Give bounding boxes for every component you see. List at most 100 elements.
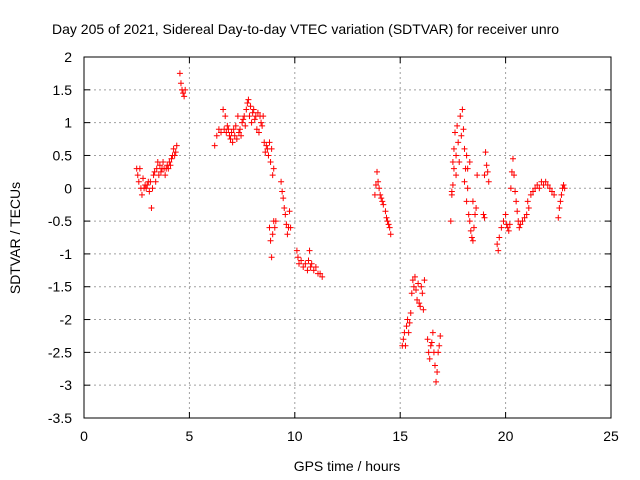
data-point	[162, 172, 169, 179]
y-axis-label: SDTVAR / TECUs	[7, 182, 23, 294]
data-point	[544, 181, 551, 188]
data-point	[238, 132, 245, 139]
data-point	[173, 142, 180, 149]
data-point	[265, 152, 272, 159]
data-point	[495, 247, 502, 254]
data-point	[468, 234, 475, 241]
data-point	[230, 126, 237, 133]
data-point	[403, 323, 410, 330]
data-point	[151, 168, 158, 175]
data-point	[243, 106, 250, 113]
data-point	[218, 129, 225, 136]
data-point	[420, 306, 427, 313]
data-point	[449, 181, 456, 188]
data-point	[474, 172, 481, 179]
data-point	[512, 188, 519, 195]
data-point	[240, 116, 247, 123]
data-point	[138, 191, 145, 198]
data-point	[450, 165, 457, 172]
y-tick-label: 1	[64, 115, 72, 131]
data-point	[379, 198, 386, 205]
plot-frame	[83, 56, 612, 419]
data-point	[272, 218, 279, 225]
data-point	[466, 159, 473, 166]
data-point	[176, 70, 183, 77]
data-point	[136, 165, 143, 172]
data-point	[404, 316, 411, 323]
data-point	[282, 211, 289, 218]
data-point	[485, 178, 492, 185]
data-point	[425, 349, 432, 356]
data-point	[253, 126, 260, 133]
data-point	[172, 149, 179, 156]
data-point	[464, 185, 471, 192]
data-point	[507, 185, 514, 192]
data-point	[517, 221, 524, 228]
data-point	[293, 247, 300, 254]
data-point	[211, 142, 218, 149]
data-point	[421, 277, 428, 284]
data-point	[383, 214, 390, 221]
data-point	[406, 319, 413, 326]
data-point	[561, 185, 568, 192]
x-axis-label: GPS time / hours	[294, 458, 401, 474]
data-point	[167, 162, 174, 169]
data-point	[283, 221, 290, 228]
data-point	[269, 172, 276, 179]
data-point	[171, 152, 178, 159]
data-point	[453, 152, 460, 159]
data-point	[455, 139, 462, 146]
data-point	[411, 273, 418, 280]
data-point	[457, 113, 464, 120]
data-point	[405, 329, 412, 336]
data-point	[466, 218, 473, 225]
data-point	[135, 178, 142, 185]
data-point	[228, 129, 235, 136]
data-point	[294, 254, 301, 261]
data-point	[319, 273, 326, 280]
data-point	[452, 129, 459, 136]
data-point	[248, 119, 255, 126]
data-point	[234, 113, 241, 120]
y-tick-label: -1.5	[48, 279, 72, 295]
data-point	[551, 191, 558, 198]
x-tick-label: 0	[80, 428, 88, 444]
data-point	[450, 145, 457, 152]
data-point	[375, 178, 382, 185]
y-tick-label: -2	[60, 312, 73, 328]
data-point	[180, 90, 187, 97]
data-point	[542, 178, 549, 185]
grid-lines	[84, 57, 611, 418]
data-point	[498, 224, 505, 231]
data-point	[456, 159, 463, 166]
data-point	[222, 113, 229, 120]
data-point	[236, 126, 243, 133]
data-point	[144, 181, 151, 188]
data-point	[254, 109, 261, 116]
data-point	[524, 198, 531, 205]
data-point	[536, 185, 543, 192]
data-point	[147, 178, 154, 185]
data-point	[300, 264, 307, 271]
data-point	[148, 204, 155, 211]
data-point	[281, 204, 288, 211]
data-point	[247, 103, 254, 110]
x-tick-label: 25	[603, 428, 619, 444]
data-point	[414, 296, 421, 303]
data-point	[279, 188, 286, 195]
data-point	[312, 264, 319, 271]
data-point	[434, 369, 441, 376]
data-point	[156, 162, 163, 169]
data-point	[447, 218, 454, 225]
data-point	[534, 181, 541, 188]
data-point	[460, 126, 467, 133]
data-point	[458, 132, 465, 139]
data-point	[463, 198, 470, 205]
data-point	[260, 113, 267, 120]
data-point	[224, 122, 231, 129]
data-point	[177, 80, 184, 87]
data-point	[235, 129, 242, 136]
data-point	[154, 159, 161, 166]
data-point	[143, 185, 150, 192]
data-point	[504, 224, 511, 231]
